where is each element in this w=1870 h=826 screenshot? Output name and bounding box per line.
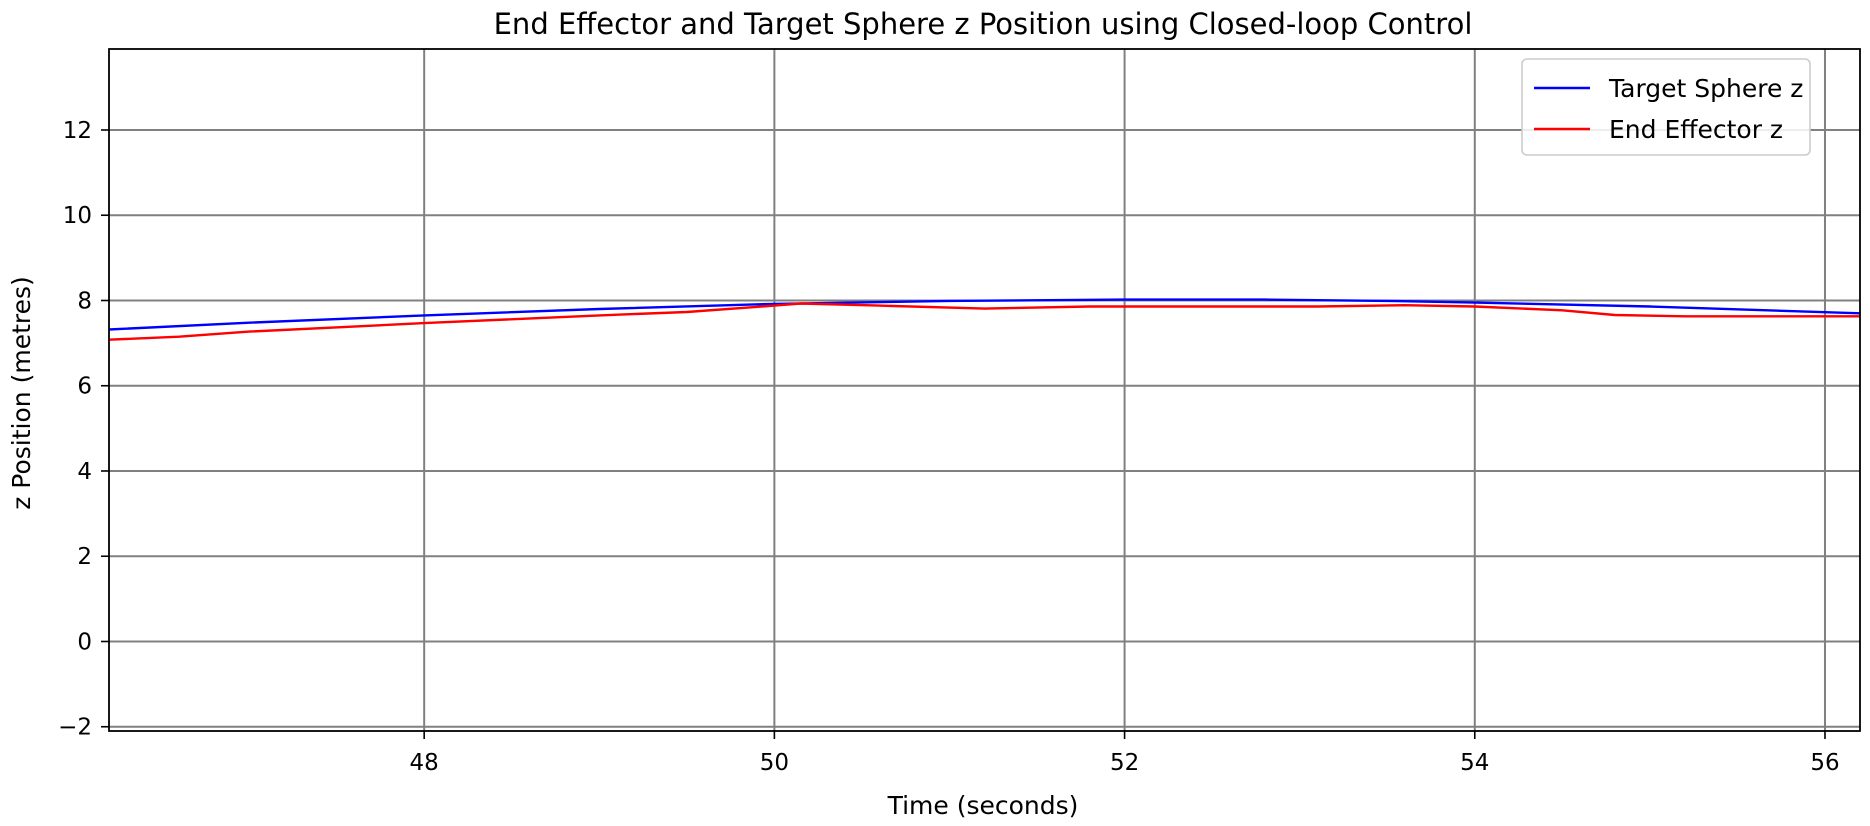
- y-tick-label: 6: [77, 374, 92, 400]
- legend: Target Sphere z End Effector z: [1521, 58, 1811, 156]
- y-tick-label: −2: [58, 715, 92, 741]
- y-axis-label: z Position (metres): [7, 276, 36, 510]
- legend-label-target-sphere-z: Target Sphere z: [1608, 74, 1803, 103]
- x-tick-label: 54: [1460, 750, 1489, 776]
- legend-box: [1521, 58, 1811, 156]
- series-line-target-sphere-z: [108, 298, 1861, 331]
- x-tick-label: 50: [760, 750, 789, 776]
- x-tick-label: 52: [1110, 750, 1139, 776]
- y-tick-label: 4: [77, 459, 92, 485]
- x-tick-label: 48: [410, 750, 439, 776]
- y-tick-label: 2: [77, 544, 92, 570]
- x-axis-label: Time (seconds): [887, 791, 1079, 820]
- y-tick-label: 0: [77, 629, 92, 655]
- chart-title: End Effector and Target Sphere z Positio…: [494, 7, 1473, 41]
- legend-label-end-effector-z: End Effector z: [1609, 115, 1783, 144]
- y-tick-label: 10: [63, 203, 92, 229]
- y-tick-label: 8: [77, 288, 92, 314]
- ticks: 48 50 52 54 56 −2 0 2 4 6 8 10 12: [58, 118, 1840, 776]
- series-line-end-effector-z: [108, 302, 1860, 341]
- y-tick-label: 12: [63, 118, 92, 144]
- series-layer: [108, 298, 1861, 341]
- x-tick-label: 56: [1810, 750, 1839, 776]
- plot-frame: [108, 48, 1861, 732]
